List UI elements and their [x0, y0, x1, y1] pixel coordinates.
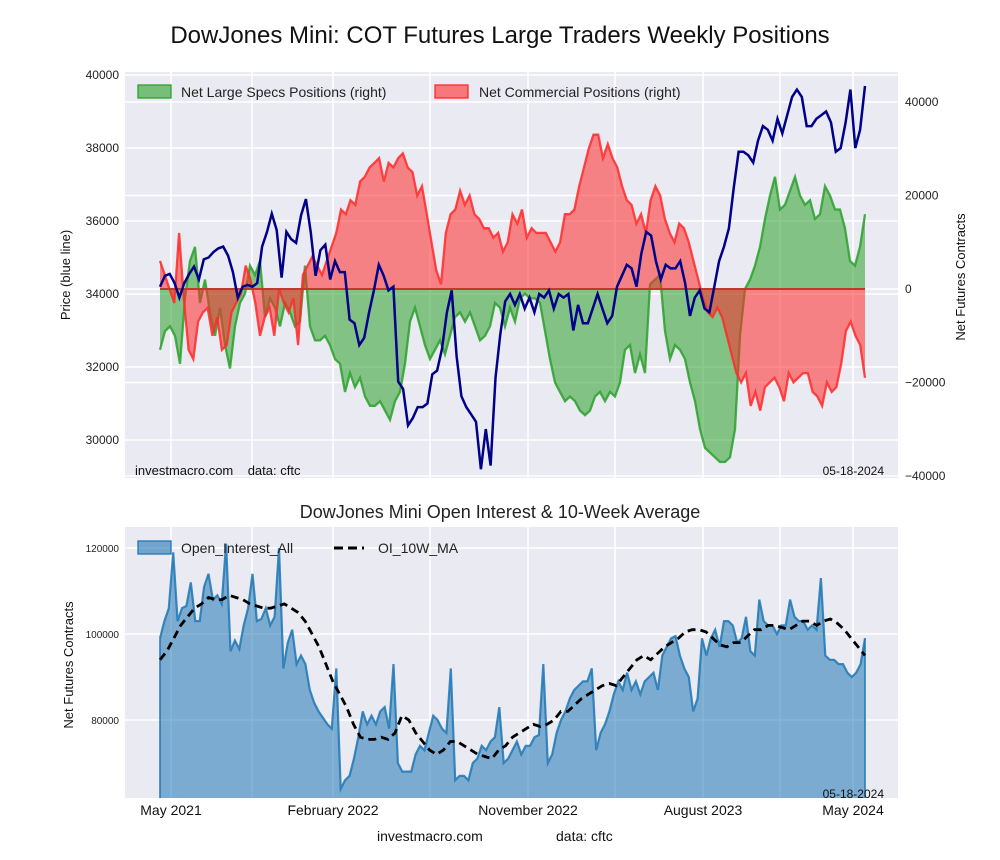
price-tick-label: 30000 — [86, 433, 120, 447]
price-tick-label: 32000 — [86, 360, 120, 374]
top-watermark-date: 05-18-2024 — [823, 464, 885, 478]
open-interest-title: DowJones Mini Open Interest & 10-Week Av… — [0, 502, 1000, 523]
price-axis-label: Price (blue line) — [58, 230, 73, 320]
legend-label-large-specs: Net Large Specs Positions (right) — [181, 84, 386, 100]
date-tick-label: May 2021 — [140, 802, 202, 818]
contracts-tick-label: 0 — [905, 282, 912, 296]
net-contracts-axis-label: Net Futures Contracts — [953, 213, 968, 341]
open-interest-axis-label: Net Futures Contracts — [61, 601, 76, 729]
cot-positions-panel: 30000 32000 34000 36000 38000 40000 −40000 −20… — [58, 68, 968, 483]
price-tick-label: 34000 — [86, 287, 120, 301]
legend-label-ma: OI_10W_MA — [378, 540, 459, 556]
oi-tick-label: 120000 — [86, 544, 120, 555]
footer-data: data: cftc — [556, 828, 613, 844]
net-contracts-axis-ticks: −40000 −20000 0 20000 40000 — [905, 95, 946, 483]
legend-label-open-interest: Open_Interest_All — [181, 540, 293, 556]
figure: 30000 32000 34000 36000 38000 40000 −40000 −20… — [0, 0, 1000, 860]
contracts-tick-label: 40000 — [905, 95, 939, 109]
date-tick-label: November 2022 — [478, 802, 578, 818]
top-watermark-left: investmacro.com data: cftc — [135, 463, 301, 478]
contracts-tick-label: −20000 — [905, 376, 946, 390]
legend-label-commercial: Net Commercial Positions (right) — [479, 84, 681, 100]
date-tick-label: May 2024 — [822, 802, 884, 818]
contracts-tick-label: 20000 — [905, 189, 939, 203]
price-tick-label: 40000 — [86, 68, 120, 82]
oi-tick-label: 80000 — [91, 716, 119, 727]
legend-swatch-commercial — [435, 85, 468, 98]
price-tick-label: 38000 — [86, 141, 120, 155]
date-tick-label: August 2023 — [664, 802, 743, 818]
contracts-tick-label: −40000 — [905, 469, 946, 483]
price-axis-ticks: 30000 32000 34000 36000 38000 40000 — [86, 68, 120, 447]
date-tick-label: February 2022 — [287, 802, 378, 818]
footer-source: investmacro.com — [377, 828, 483, 844]
oi-tick-label: 100000 — [86, 630, 120, 641]
chart-title: DowJones Mini: COT Futures Large Traders… — [0, 22, 1000, 50]
open-interest-axis-ticks: 80000 100000 120000 — [86, 544, 120, 727]
price-tick-label: 36000 — [86, 214, 120, 228]
date-axis-ticks: May 2021 February 2022 November 2022 August… — [140, 802, 884, 818]
legend-swatch-open-interest — [138, 541, 171, 554]
open-interest-panel: 80000 100000 120000 May 2021 February 2022 N… — [61, 527, 898, 818]
legend-swatch-large-specs — [138, 85, 171, 98]
bottom-watermark-date: 05-18-2024 — [823, 787, 885, 801]
